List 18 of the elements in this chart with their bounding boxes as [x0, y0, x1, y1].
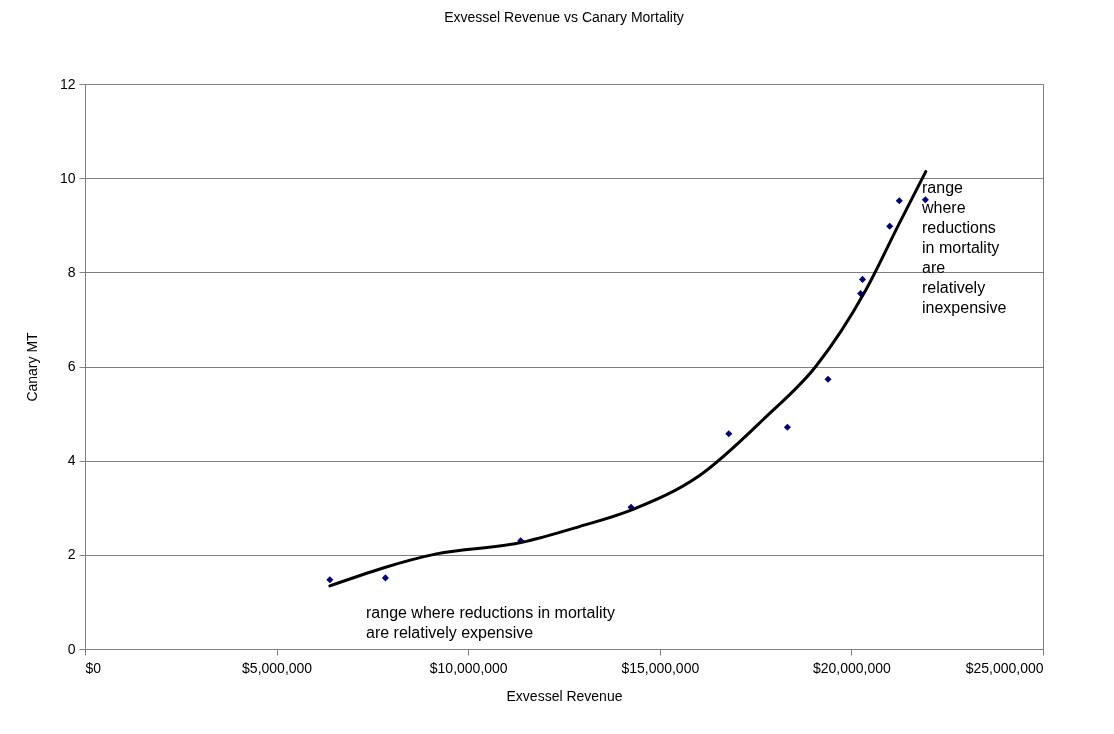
annotation: range where reductions in mortality are relatively inexpensive: [921, 179, 1007, 316]
x-tick-label: $25,000,000: [965, 659, 1044, 676]
y-tick-label: 8: [67, 263, 76, 280]
x-tick-label: $0: [85, 659, 102, 676]
annotation: range where reductions in mortality are relatively expensive: [366, 604, 616, 641]
y-tick-label: 12: [59, 75, 76, 92]
x-tick-label: $20,000,000: [812, 659, 892, 676]
y-tick-label: 0: [67, 640, 76, 657]
y-tick-label: 4: [67, 452, 76, 469]
chart-title: Exvessel Revenue vs Canary Mortality: [444, 9, 684, 25]
y-tick-label: 10: [59, 169, 76, 186]
y-tick-label: 2: [67, 546, 76, 563]
x-axis-title: Exvessel Revenue: [506, 687, 623, 704]
x-tick-label: $10,000,000: [429, 659, 508, 676]
y-axis-title: Canary MT: [23, 331, 40, 402]
x-tick-label: $5,000,000: [242, 659, 313, 676]
x-tick-label: $15,000,000: [621, 659, 700, 676]
y-tick-label: 6: [67, 358, 76, 374]
